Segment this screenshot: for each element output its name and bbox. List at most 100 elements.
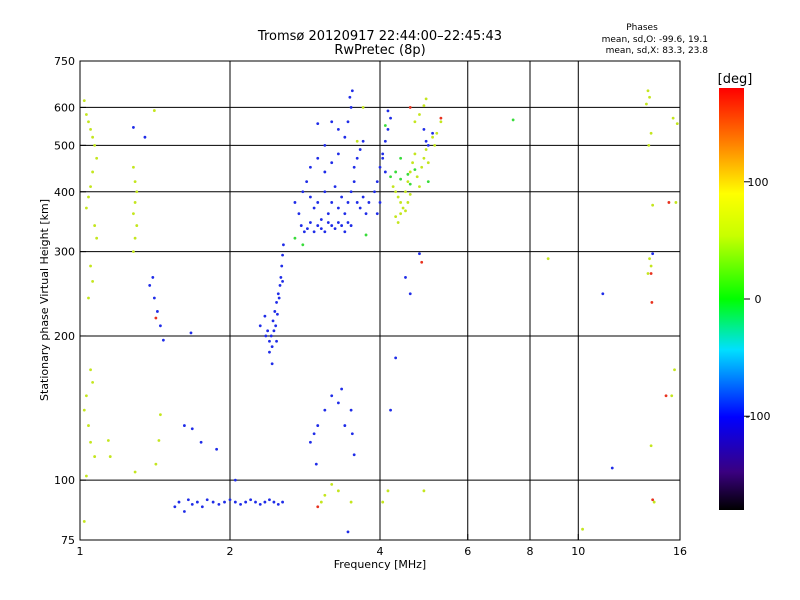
data-point (177, 500, 181, 504)
data-point (223, 500, 226, 504)
data-point (91, 380, 95, 384)
data-point (601, 292, 605, 296)
data-point (319, 500, 323, 504)
data-point (91, 279, 95, 283)
data-point (340, 224, 344, 227)
data-point (367, 201, 371, 204)
data-point (272, 329, 276, 333)
data-point (84, 113, 88, 116)
chart-subtitle: RwPretec (8p) (334, 43, 425, 58)
data-point (350, 89, 354, 93)
data-point (340, 387, 344, 391)
data-point (404, 276, 407, 279)
data-point (373, 190, 376, 194)
data-point (378, 165, 382, 169)
data-point (276, 312, 279, 316)
y-tick-label: 750 (54, 55, 75, 68)
data-point (383, 124, 387, 127)
data-point (418, 252, 421, 256)
data-point (386, 109, 390, 113)
data-point (396, 221, 400, 224)
data-point (610, 466, 614, 470)
data-point (276, 292, 280, 296)
data-point (182, 510, 186, 513)
data-point (258, 502, 262, 506)
data-point (205, 498, 209, 502)
data-point (330, 482, 334, 486)
data-point (330, 161, 334, 165)
colorbar-tick-label: -100 (746, 410, 771, 423)
data-point (355, 201, 359, 204)
x-tick-label: 8 (527, 545, 534, 558)
data-point (361, 139, 365, 143)
data-point (132, 212, 135, 216)
data-point (426, 143, 430, 147)
data-point (302, 230, 306, 234)
data-point (319, 218, 323, 221)
data-point (375, 180, 379, 184)
data-point (189, 331, 193, 335)
data-point (95, 156, 99, 160)
data-point (316, 424, 320, 427)
data-point (309, 221, 312, 224)
data-point (316, 156, 320, 160)
data-point (346, 201, 350, 204)
data-point (361, 106, 365, 109)
data-point (424, 139, 428, 143)
data-point (378, 201, 382, 204)
data-point (399, 156, 403, 160)
data-point (279, 276, 283, 279)
data-point (349, 190, 353, 194)
data-point (649, 264, 653, 268)
x-tick-label: 1 (77, 545, 84, 558)
data-point (91, 170, 95, 174)
data-point (154, 462, 158, 466)
x-tick-label: 4 (377, 545, 384, 558)
data-point (312, 206, 316, 210)
data-point (93, 143, 97, 147)
data-point (319, 227, 323, 231)
data-point (299, 224, 303, 227)
data-point (667, 201, 671, 204)
data-point (211, 500, 215, 504)
data-point (323, 170, 327, 174)
data-point (268, 350, 271, 354)
legend-line-x: mean, sd,X: 83.3, 23.8 (606, 46, 709, 56)
data-point (355, 156, 359, 160)
data-point (336, 489, 340, 493)
y-tick-label: 500 (54, 139, 75, 152)
data-point (84, 474, 88, 478)
colorbar-tick-label: 0 (755, 293, 762, 306)
data-point (581, 527, 584, 531)
data-point (132, 250, 135, 254)
data-point (87, 120, 90, 124)
data-point (394, 356, 398, 360)
data-point (651, 252, 655, 256)
colorbar-tick-label: 100 (748, 176, 769, 189)
data-point (89, 368, 92, 372)
data-point (404, 209, 407, 213)
data-point (270, 362, 274, 366)
data-point (439, 120, 443, 124)
data-point (293, 236, 297, 240)
data-point (352, 453, 356, 457)
data-point (161, 338, 165, 342)
data-point (200, 505, 204, 509)
data-point (263, 314, 267, 318)
data-point (254, 500, 257, 504)
data-point (108, 455, 112, 458)
data-point (266, 329, 270, 333)
data-point (413, 152, 417, 156)
data-point (301, 190, 305, 194)
data-point (263, 500, 267, 504)
data-point (133, 180, 137, 184)
data-point (340, 195, 344, 199)
data-point (352, 180, 356, 184)
colorbar (719, 88, 744, 510)
data-point (511, 118, 515, 122)
colorbar-ticks: 100 0 -100 (744, 176, 770, 423)
data-point (383, 139, 387, 143)
data-point (408, 192, 412, 196)
colorbar-label: [deg] (718, 72, 753, 87)
data-point (276, 502, 280, 506)
